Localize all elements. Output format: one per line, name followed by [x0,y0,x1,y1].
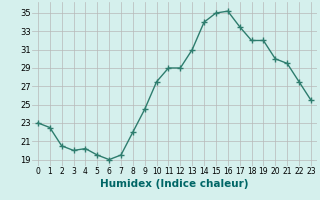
X-axis label: Humidex (Indice chaleur): Humidex (Indice chaleur) [100,179,249,189]
